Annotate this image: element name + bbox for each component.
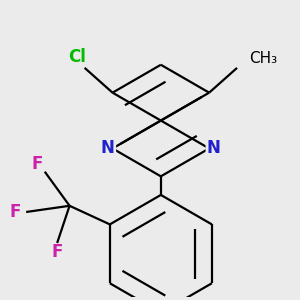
Text: CH₃: CH₃ [250, 51, 278, 66]
Text: Cl: Cl [68, 48, 86, 66]
Text: F: F [52, 243, 63, 261]
Text: F: F [31, 155, 43, 173]
Text: F: F [10, 203, 21, 221]
Text: N: N [207, 140, 221, 158]
Text: N: N [101, 140, 115, 158]
